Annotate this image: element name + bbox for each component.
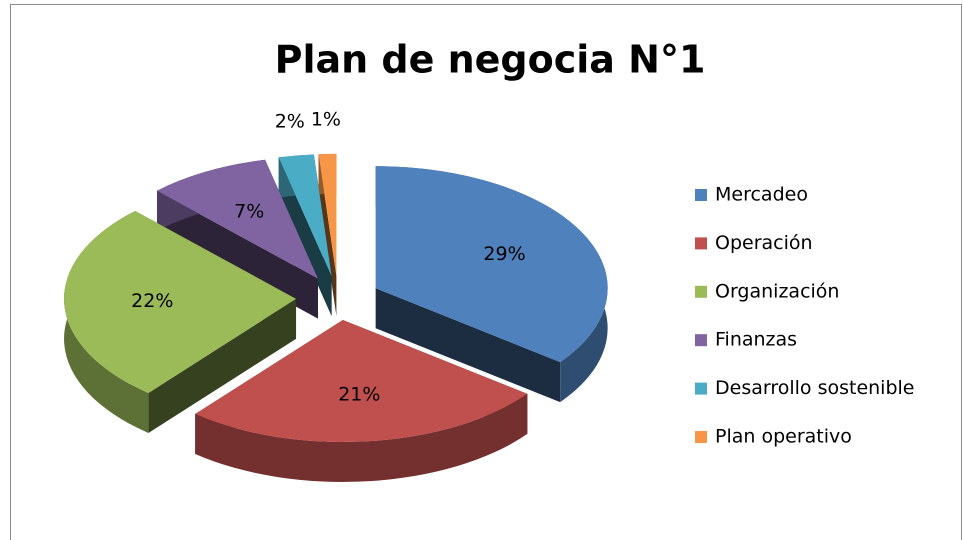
pie-slice — [278, 154, 332, 317]
data-label: 29% — [483, 243, 525, 265]
data-label: 22% — [131, 290, 173, 312]
legend-swatch — [695, 237, 707, 250]
slice-rim — [195, 393, 528, 482]
slice-side — [148, 298, 297, 433]
slice-top — [157, 159, 318, 279]
slice-top — [64, 210, 297, 393]
pie-slice — [195, 319, 528, 482]
slice-side — [375, 288, 561, 403]
slice-side — [157, 190, 318, 319]
legend-swatch — [695, 285, 707, 298]
slice-top — [318, 153, 337, 276]
pie-slice — [318, 153, 337, 316]
slice-top — [375, 166, 608, 363]
slice-side — [278, 157, 332, 317]
legend-swatch — [695, 382, 707, 395]
legend-swatch — [695, 334, 707, 347]
chart-title: Plan de negocia N°1 — [275, 38, 706, 82]
data-label: 1% — [311, 109, 341, 131]
legend-label: Desarrollo sostenible — [715, 377, 915, 399]
legend-label: Operación — [715, 232, 813, 254]
data-label: 7% — [234, 201, 264, 223]
legend-swatch — [695, 431, 707, 443]
slice-top — [278, 154, 332, 277]
legend-label: Finanzas — [715, 329, 797, 351]
data-label: 21% — [338, 384, 380, 406]
legend-label: Mercadeo — [715, 184, 808, 206]
data-label: 2% — [275, 110, 305, 132]
legend-label: Organización — [715, 280, 839, 302]
pie-slice — [375, 166, 608, 403]
legend-label: Plan operativo — [715, 426, 852, 448]
legend-swatch — [695, 189, 707, 201]
slice-top — [195, 319, 528, 442]
pie-slice — [64, 210, 297, 433]
pie-slice — [157, 159, 318, 319]
slice-side — [318, 154, 337, 316]
